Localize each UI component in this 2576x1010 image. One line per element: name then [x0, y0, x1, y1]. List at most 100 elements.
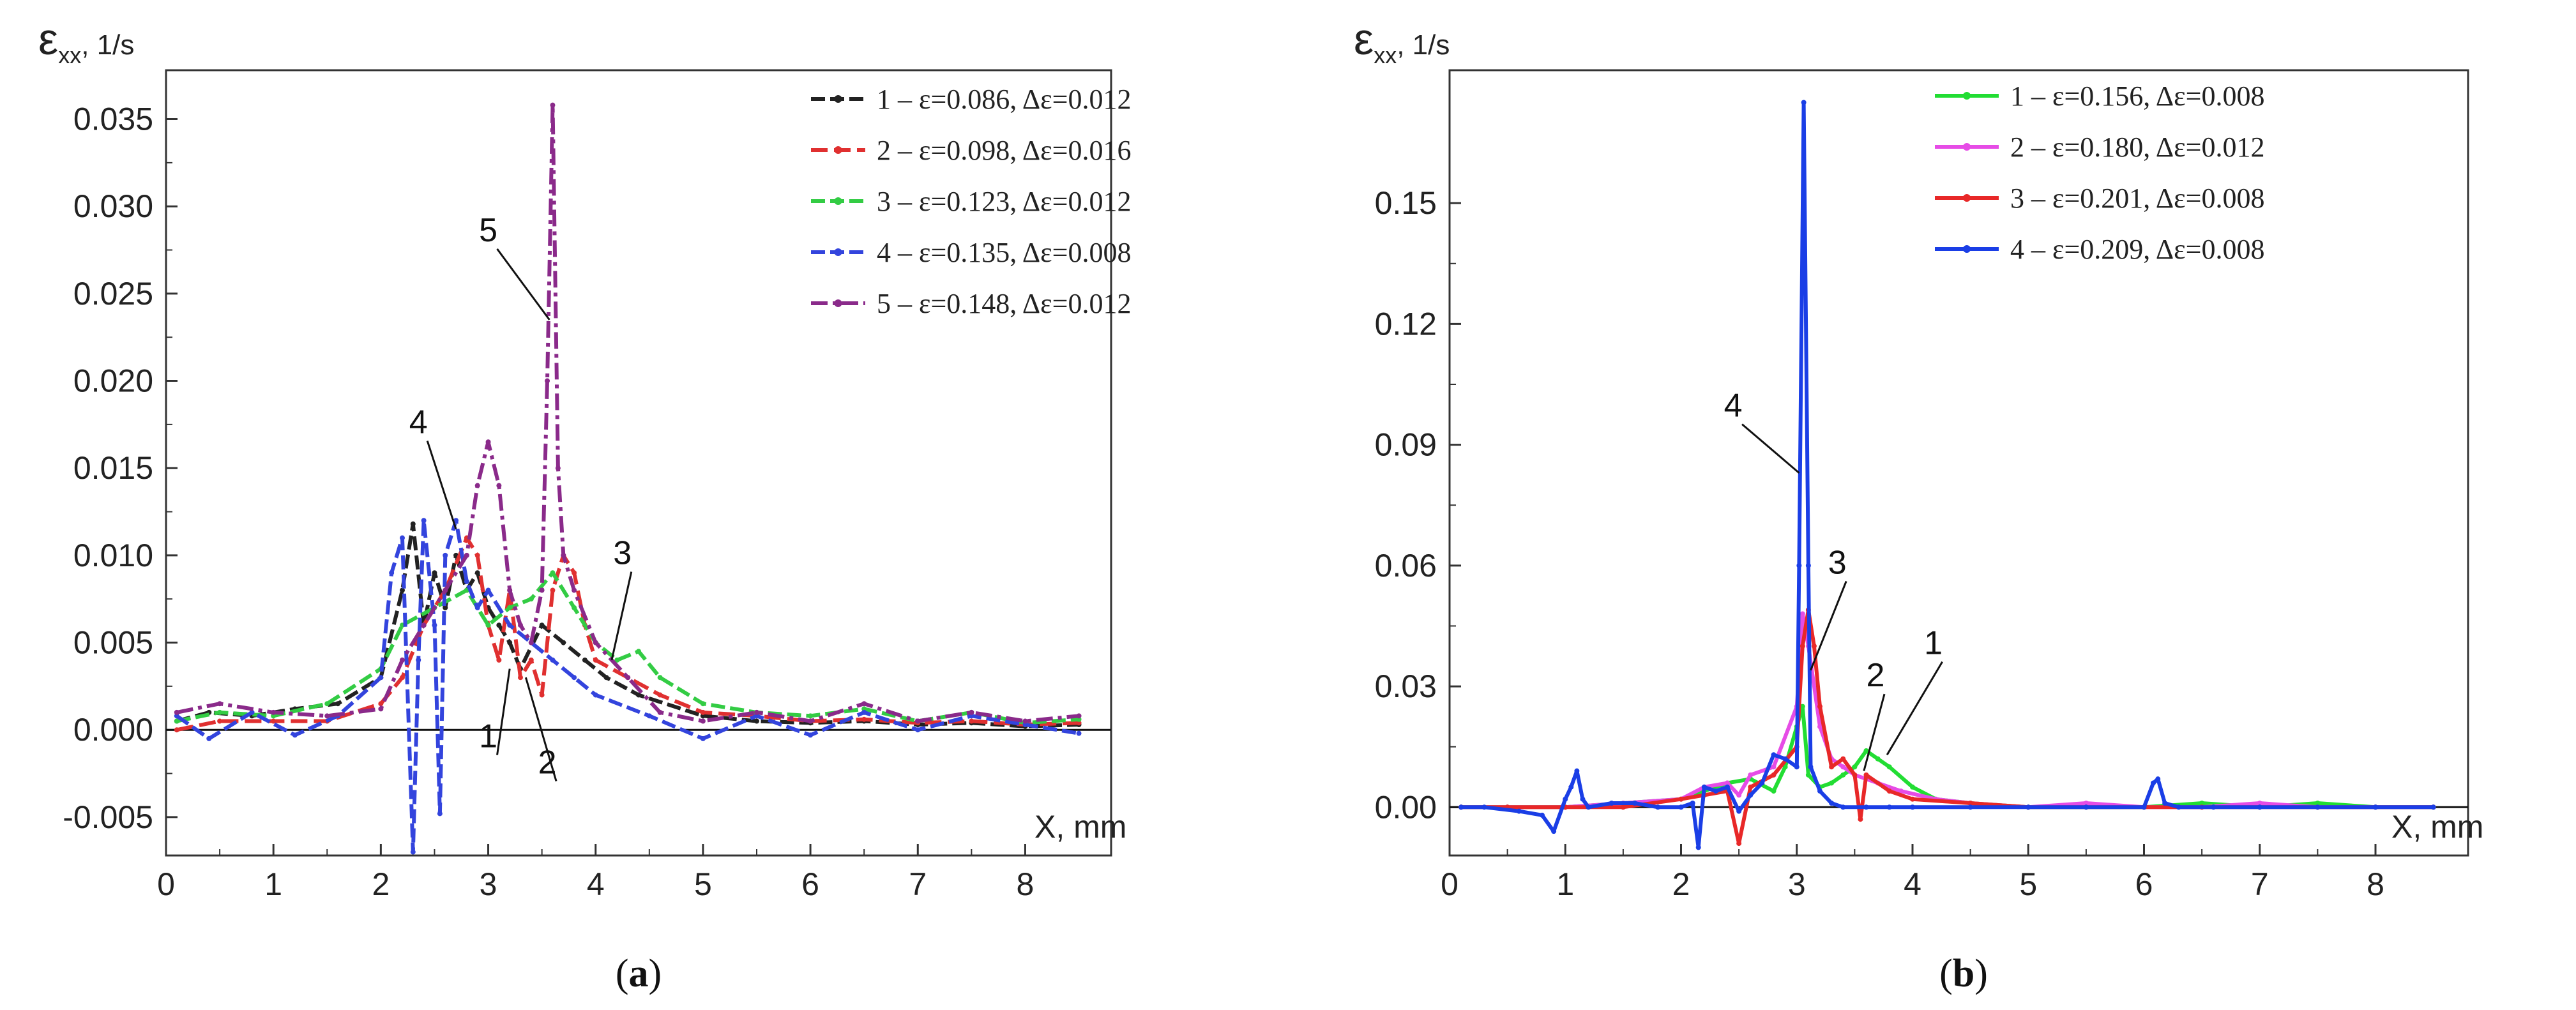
data-point-a-5 — [496, 483, 502, 488]
data-point-a-4 — [249, 709, 255, 715]
data-point-b-2 — [1736, 792, 1742, 798]
data-point-a-1 — [636, 692, 641, 698]
data-point-a-2 — [496, 657, 502, 663]
data-point-a-3 — [1076, 716, 1082, 722]
series-line-a-4 — [176, 518, 1079, 854]
data-point-b-4 — [1801, 100, 1807, 105]
data-point-b-4 — [1748, 792, 1754, 798]
data-point-a-2 — [400, 675, 405, 681]
y-tick-label-b: 0.12 — [1375, 306, 1437, 342]
data-point-b-1 — [1910, 784, 1915, 790]
x-tick-label-b: 3 — [1788, 866, 1806, 902]
data-point-a-1 — [432, 570, 437, 576]
data-point-a-4 — [174, 713, 179, 719]
data-point-a-5 — [572, 587, 577, 593]
legend-label-a-1: 1 – ε=0.086, Δε=0.012 — [877, 84, 1131, 115]
data-point-a-3 — [485, 622, 491, 628]
data-point-b-4 — [1725, 784, 1730, 790]
series-line-a-3 — [176, 571, 1079, 725]
data-point-b-4 — [1713, 788, 1718, 794]
data-point-b-4 — [1540, 812, 1545, 818]
data-point-a-4 — [1076, 730, 1082, 736]
data-point-b-4 — [1551, 829, 1557, 834]
legend-marker-b-4 — [1963, 245, 1971, 253]
data-point-b-1 — [1799, 704, 1805, 709]
annotation-label-b-1: 1 — [1924, 625, 1943, 662]
x-tick-label-a: 2 — [372, 866, 390, 902]
legend-label-b-2: 2 – ε=0.180, Δε=0.012 — [2010, 132, 2264, 163]
data-point-a-1 — [496, 622, 502, 628]
data-point-b-1 — [1852, 764, 1858, 770]
data-point-a-5 — [861, 701, 867, 707]
y-tick-label-a: 0.030 — [73, 188, 153, 224]
data-point-a-4 — [507, 622, 513, 628]
data-point-a-4 — [550, 657, 556, 663]
legend-marker-a-5 — [834, 299, 842, 307]
data-point-b-3 — [1736, 841, 1742, 847]
data-point-a-5 — [545, 378, 550, 384]
data-point-a-4 — [416, 657, 421, 663]
data-point-a-5 — [443, 587, 448, 593]
data-point-a-1 — [700, 713, 706, 719]
data-point-b-3 — [1910, 796, 1915, 802]
data-point-a-2 — [271, 718, 277, 724]
data-point-b-4 — [1863, 804, 1869, 810]
data-point-a-4 — [400, 535, 405, 541]
data-point-b-4 — [1580, 796, 1586, 802]
data-point-a-5 — [518, 622, 523, 628]
data-point-a-5 — [539, 587, 545, 593]
annotation-leader-b-3 — [1810, 580, 1847, 671]
data-point-a-4 — [572, 675, 577, 681]
x-tick-label-b: 4 — [1904, 866, 1921, 902]
data-point-a-4 — [593, 692, 598, 698]
annotation-label-a-5: 5 — [479, 212, 497, 249]
y-tick-label-a: 0.015 — [73, 450, 153, 486]
annotation-label-a-3: 3 — [613, 535, 632, 572]
data-point-b-4 — [1632, 801, 1637, 806]
data-point-a-3 — [700, 701, 706, 707]
data-point-b-3 — [1771, 772, 1777, 778]
data-point-b-2 — [1725, 780, 1730, 786]
data-point-a-2 — [657, 692, 663, 698]
y-axis-symbol-a: ε — [38, 14, 58, 64]
data-point-a-1 — [603, 675, 609, 681]
data-point-b-1 — [1805, 772, 1811, 778]
data-point-b-4 — [2211, 804, 2216, 810]
x-tick-label-a: 5 — [694, 866, 712, 902]
data-point-b-3 — [1967, 801, 1973, 806]
data-point-b-4 — [1817, 788, 1822, 794]
legend-label-b-4: 4 – ε=0.209, Δε=0.008 — [2010, 234, 2264, 265]
legend-label-b-1: 1 – ε=0.156, Δε=0.008 — [2010, 80, 2264, 112]
annotation-leader-a-4 — [426, 441, 457, 530]
data-point-b-4 — [1759, 780, 1765, 786]
data-point-b-4 — [1563, 796, 1568, 802]
data-point-b-3 — [1829, 764, 1835, 770]
data-point-a-2 — [1076, 720, 1082, 726]
data-point-b-4 — [1782, 756, 1788, 762]
annotation-label-a-2: 2 — [538, 744, 557, 781]
data-point-a-5 — [550, 102, 556, 108]
data-point-a-4 — [421, 518, 427, 524]
y-axis-title-b: εxx, 1/s — [1354, 14, 1450, 68]
data-point-b-4 — [2083, 804, 2089, 810]
data-point-b-1 — [1886, 764, 1892, 770]
data-point-a-3 — [324, 701, 330, 707]
data-point-b-4 — [2162, 801, 2168, 806]
y-tick-label-a: 0.025 — [73, 276, 153, 312]
data-point-a-5 — [528, 640, 534, 645]
data-point-a-5 — [174, 709, 179, 715]
y-axis-title-a: εxx, 1/s — [38, 14, 134, 68]
data-point-a-2 — [550, 587, 556, 593]
data-point-a-4 — [969, 713, 974, 719]
x-tick-label-a: 4 — [587, 866, 605, 902]
data-point-a-2 — [518, 675, 523, 681]
data-point-b-1 — [2315, 801, 2321, 806]
data-point-b-4 — [1771, 752, 1777, 758]
data-point-a-5 — [507, 587, 513, 593]
data-point-b-3 — [1840, 756, 1846, 762]
data-point-a-3 — [271, 713, 277, 719]
data-point-a-1 — [582, 657, 587, 663]
data-point-b-4 — [2141, 804, 2147, 810]
data-point-b-3 — [1799, 644, 1805, 649]
data-point-a-1 — [400, 587, 405, 593]
